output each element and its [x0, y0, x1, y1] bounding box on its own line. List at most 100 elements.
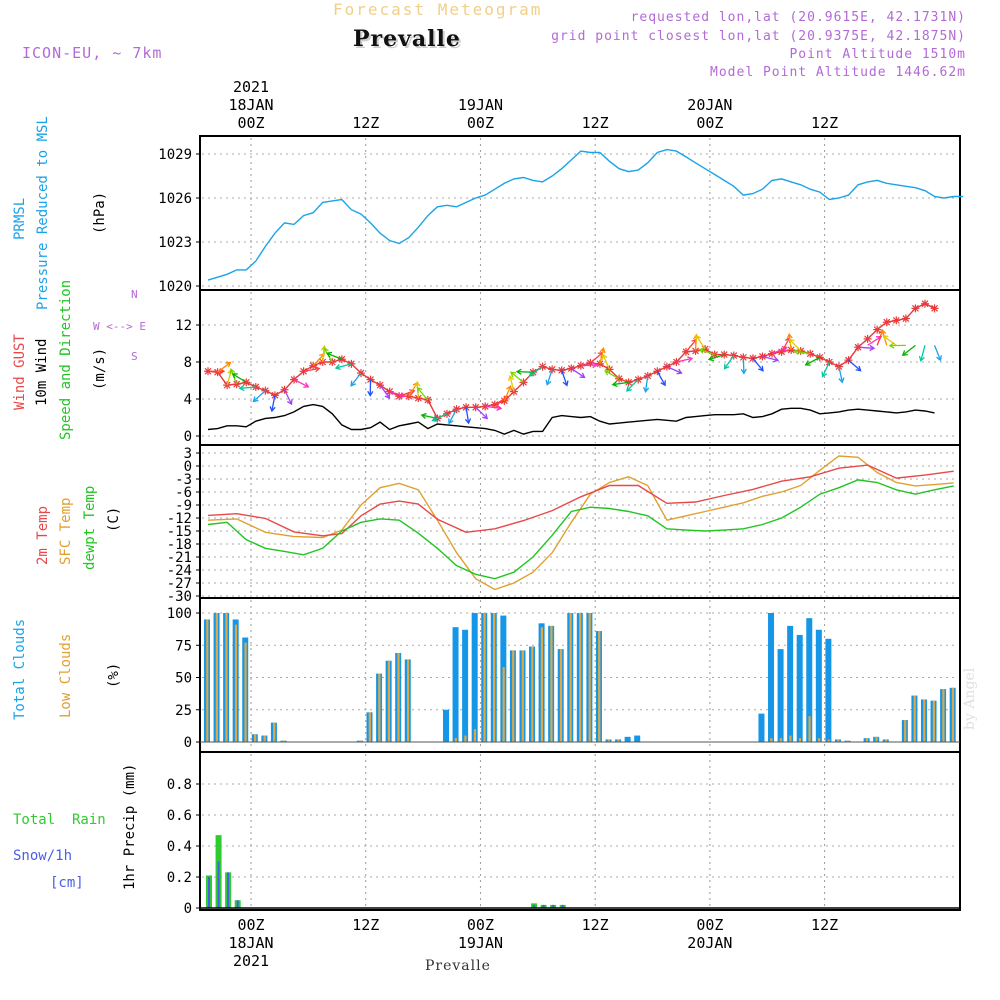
ytick-label-3-2: 50 [175, 671, 192, 687]
wind-arrowhead-6 [252, 396, 259, 403]
total-cloud-bar-45 [634, 735, 641, 742]
wind-arrowhead-48 [676, 368, 683, 375]
ytick-label-2-9: -3 [175, 472, 192, 488]
low-cloud-bar-38 [569, 613, 572, 742]
wind-arrowhead-36 [545, 379, 552, 386]
label-prmsl: PRMSL [12, 198, 28, 240]
gust-marker-d2-74 [911, 304, 919, 312]
label-2m-temp: 2m Temp [35, 506, 51, 565]
wind-arrowhead-1 [225, 361, 232, 368]
ytick-label-2-5: -15 [167, 524, 192, 540]
low-cloud-bar-65 [827, 739, 830, 742]
top-time-tick-4: 00Z [696, 114, 723, 132]
label-10m-wind: 10m Wind [34, 339, 50, 406]
wind-arrow-76 [933, 345, 942, 361]
bottom-time-tick-5: 12Z [811, 916, 838, 934]
wind-arrowhead-47 [660, 380, 666, 387]
wind-arrow-37 [561, 370, 568, 386]
gust-marker-d2-71 [883, 318, 891, 326]
wind-arrowhead-74 [901, 350, 908, 356]
label-cm: [cm] [50, 875, 84, 891]
bottom-time-tick-2: 00Z [467, 916, 494, 934]
low-cloud-bar-5 [253, 734, 257, 742]
gust-marker-d2-72 [892, 316, 900, 324]
wind-arrow-57 [752, 357, 764, 372]
low-cloud-bar-66 [837, 739, 840, 742]
total-cloud-bar-60 [777, 649, 784, 742]
wind-arrowhead-18 [384, 393, 391, 400]
low-cloud-bar-60 [779, 738, 782, 742]
low-cloud-bar-4 [244, 642, 247, 742]
wind-arrowhead-44 [611, 380, 618, 388]
low-cloud-bar-77 [942, 689, 945, 742]
wind-arrowhead-43 [603, 370, 611, 376]
wind-arrow-9 [293, 378, 309, 388]
wind-arrow-29 [485, 405, 502, 409]
total-cloud-bar-64 [815, 629, 822, 742]
wind-arrowhead-38 [579, 372, 586, 379]
low-cloud-bar-20 [397, 652, 400, 742]
label-dewpt-temp: dewpt Temp [82, 486, 98, 570]
wind-arrow-35 [529, 366, 543, 377]
wind-arrow-75 [920, 345, 926, 361]
wind-arrowhead-75 [918, 355, 925, 363]
wind-arrowhead-13 [323, 347, 329, 354]
ytick-label-0-2: 1026 [158, 191, 192, 207]
low-cloud-bar-39 [579, 613, 582, 742]
point-altitude: Point Altitude 1510m [789, 47, 966, 62]
wind-arrow-7 [271, 395, 276, 412]
wind-arrowhead-15 [334, 363, 341, 370]
wind-arrow-65 [822, 361, 830, 377]
bottom-time-tick-1: 12Z [352, 916, 379, 934]
wind-arrow-55 [724, 355, 735, 370]
gust-marker-d2-69 [864, 335, 872, 343]
wind-arrow-68 [858, 346, 875, 349]
bottom-time-tick-3: 12Z [582, 916, 609, 934]
wind-arrowhead-22 [414, 380, 421, 387]
station-title: Prevalle [353, 26, 461, 52]
ytick-label-2-2: -24 [167, 563, 192, 579]
gust-marker-d2-70 [873, 326, 881, 334]
wind-arrow-41 [599, 348, 605, 364]
wind-arrowhead-55 [723, 363, 730, 370]
snow-bar-36 [552, 904, 555, 908]
total-cloud-bar-61 [787, 625, 794, 742]
low-cloud-bar-40 [588, 613, 591, 742]
low-cloud-bar-71 [884, 739, 888, 742]
low-cloud-bar-17 [368, 712, 371, 742]
low-cloud-bar-74 [913, 695, 916, 742]
panel-labels: PRMSL Pressure Reduced to MSL (hPa) Wind… [12, 116, 146, 891]
low-cloud-bar-18 [378, 673, 381, 742]
label-percent: (%) [106, 663, 122, 688]
wind-arrowhead-28 [482, 413, 489, 420]
total-cloud-bar-58 [758, 713, 765, 742]
ytick-label-1-1: 4 [184, 392, 192, 408]
low-cloud-bar-34 [531, 646, 534, 742]
wind-arrow-27 [465, 407, 470, 424]
t2m-line [207, 464, 954, 537]
low-cloud-bar-41 [598, 631, 601, 742]
label-celsius: (C) [106, 507, 122, 532]
top-time-tick-0: 00Z [237, 114, 264, 132]
low-cloud-bar-62 [798, 738, 802, 742]
low-cloud-bar-28 [473, 729, 477, 742]
wind-arrow-45 [626, 379, 639, 392]
wind-arrowhead-54 [707, 355, 715, 362]
sfc-temp-line [207, 455, 954, 591]
ytick-label-2-4: -18 [167, 537, 192, 553]
total-cloud-bar-62 [796, 634, 803, 742]
wind10m-line [207, 403, 935, 435]
ytick-label-2-6: -12 [167, 511, 192, 527]
top-day-4: 20JAN [687, 96, 732, 114]
ytick-label-3-4: 100 [167, 606, 192, 622]
wind-arrow-4 [232, 373, 247, 383]
low-cloud-bar-76 [932, 700, 935, 742]
wind-arrow-5 [239, 386, 256, 390]
wind-arrow-49 [676, 357, 693, 363]
wind-arrow-40 [589, 352, 604, 364]
wind-arrowhead-31 [506, 384, 512, 392]
wind-arrow-30 [494, 395, 509, 406]
low-cloud-bar-42 [607, 739, 610, 742]
low-cloud-bar-63 [808, 716, 811, 742]
